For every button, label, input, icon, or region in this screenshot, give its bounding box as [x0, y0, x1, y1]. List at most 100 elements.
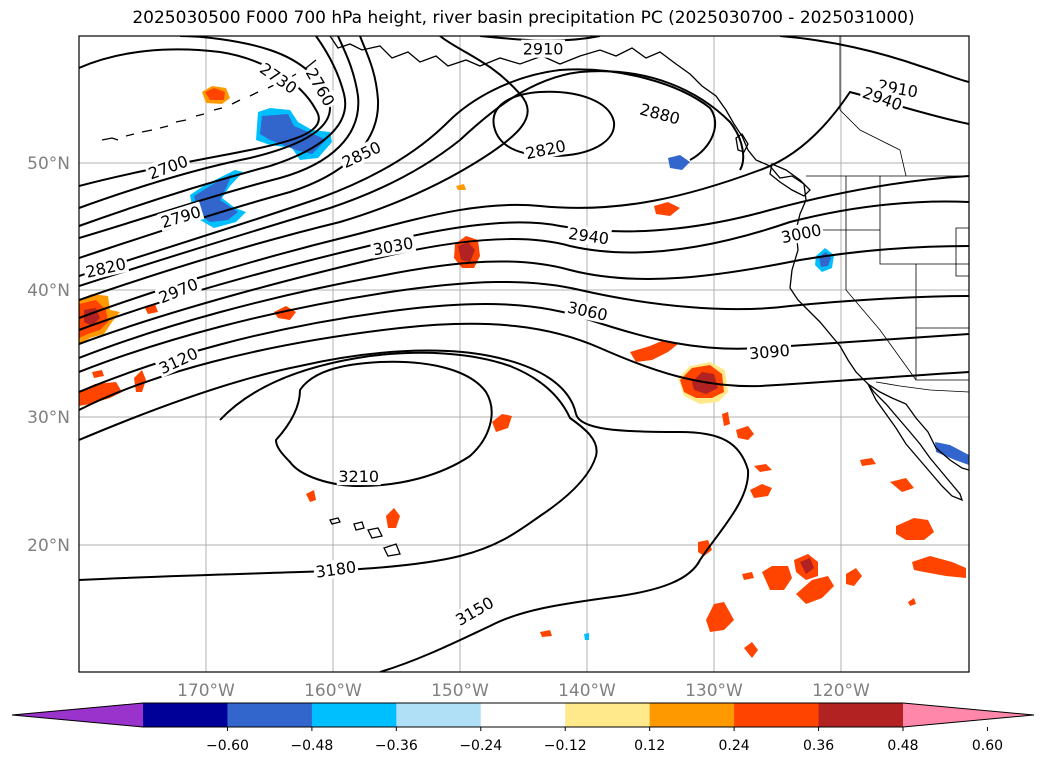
contour-label-background [336, 467, 381, 486]
colorbar-tick-label: −0.24 [459, 738, 502, 754]
contour-label-group: 3090 [746, 340, 793, 363]
precip-positive-area [386, 508, 400, 528]
precip-negative-area [935, 442, 969, 465]
height-contours [79, 36, 969, 672]
colorbar-segment [227, 703, 313, 727]
contour-2880 [79, 70, 745, 287]
lon-label-150w: 150°W [431, 681, 489, 701]
precip-positive-area [908, 598, 916, 606]
precip-positive-area [796, 576, 834, 604]
contour-label-background [636, 99, 684, 128]
lon-label-170w: 170°W [177, 681, 235, 701]
alaska-coastline [329, 36, 805, 185]
precip-positive-area [754, 464, 772, 472]
map-background [79, 36, 969, 672]
precip-positive-area [706, 602, 734, 632]
contour-2820 [79, 36, 380, 259]
figure-title: 2025030500 F000 700 hPa height, river ba… [132, 8, 915, 28]
precip-negative-area [260, 114, 326, 154]
contour-3030 [79, 245, 969, 359]
lon-label-140w: 140°W [558, 681, 616, 701]
longitude-labels: 170°W 160°W 150°W 140°W 130°W 120°W [177, 681, 870, 701]
colorbar-tick-label: −0.60 [206, 738, 249, 754]
colorbar-segment [396, 703, 482, 727]
precip-positive-area [750, 484, 772, 498]
contour-label-background [301, 63, 340, 111]
contour-3180 [79, 351, 598, 581]
colorbar-extend-low [12, 703, 143, 727]
precip-positive-area [458, 242, 475, 262]
precip-positive-area [722, 412, 730, 426]
haida-gwaii [735, 133, 749, 153]
latitude-labels: 50°N 40°N 30°N 20°N [27, 154, 70, 556]
contour-label-background [450, 592, 498, 630]
lon-label-120w: 120°W [812, 681, 870, 701]
vancouver-island [769, 163, 811, 197]
contour-label-group: 2940 [565, 223, 612, 248]
lon-label-130w: 130°W [685, 681, 743, 701]
contour-label-background [144, 151, 192, 183]
colorbar-segment [565, 703, 651, 727]
canada-provincial-border [839, 36, 907, 177]
lon-label-160w: 160°W [304, 681, 362, 701]
contour-label-background [777, 219, 825, 247]
state-border [806, 176, 969, 381]
precip-positive-area [846, 568, 862, 586]
contour-2790 [79, 36, 360, 239]
precip-positive-area [742, 572, 754, 580]
colorbar-tick-label: 0.36 [803, 738, 834, 754]
contour-label-group: 2910 [521, 39, 566, 59]
coastlines [101, 36, 969, 557]
contour-label-background [369, 233, 417, 259]
contour-3000 [79, 200, 969, 345]
contour-label-background [337, 136, 386, 172]
precip-positive-area [896, 518, 934, 540]
contour-2850 [79, 68, 717, 277]
precip-positive-area [92, 370, 104, 378]
contour-label-background [521, 39, 566, 58]
lat-label-40n: 40°N [27, 281, 70, 301]
colorbar-outline [11, 702, 1035, 728]
colorbar-tick-label: 0.24 [719, 738, 750, 754]
colorbar-tick-label: 0.60 [972, 738, 1003, 754]
precip-positive-area [456, 184, 466, 190]
contour-label-background [746, 340, 793, 363]
precip-positive-area [654, 202, 680, 216]
precip-positive-area [306, 490, 316, 502]
colorbar-segment [311, 703, 397, 727]
colorbar-tick-label: 0.48 [887, 738, 918, 754]
precip-positive-area [744, 642, 758, 658]
hawaiian-islands [329, 517, 401, 557]
colorbar-segment [143, 703, 228, 727]
contour-label-background [154, 342, 202, 378]
precip-positive-area [630, 340, 678, 362]
lat-label-30n: 30°N [27, 408, 70, 428]
contour-2940 [79, 90, 969, 319]
contour-3120 [79, 322, 969, 411]
colorbar-tick-label: −0.48 [290, 738, 333, 754]
political-borders [806, 36, 969, 393]
precip-positive-area [698, 540, 712, 556]
precip-positive-area [800, 558, 814, 574]
precip-positive-area [762, 566, 792, 590]
precip-positive-area [912, 556, 966, 578]
contour-3150 [79, 349, 750, 672]
contour-3210 [274, 360, 493, 488]
precip-positive-area [205, 88, 225, 100]
colorbar-segment [734, 703, 820, 727]
precip-positive-area [736, 426, 754, 440]
precip-positive-area [492, 414, 512, 432]
contour-2970 [79, 175, 969, 331]
colorbar-extend-high [903, 703, 1034, 727]
gridlines [79, 36, 969, 672]
map-frame [78, 35, 970, 673]
colorbar-segment [480, 703, 566, 727]
contour-label-group: 3210 [336, 467, 381, 486]
contour-label-background [565, 223, 612, 248]
precip-positive-area [145, 304, 158, 314]
contour-2760 [79, 36, 347, 227]
contour-2730 [79, 36, 332, 209]
contour-label-background [82, 253, 130, 282]
colorbar-tick-label: 0.12 [634, 738, 665, 754]
